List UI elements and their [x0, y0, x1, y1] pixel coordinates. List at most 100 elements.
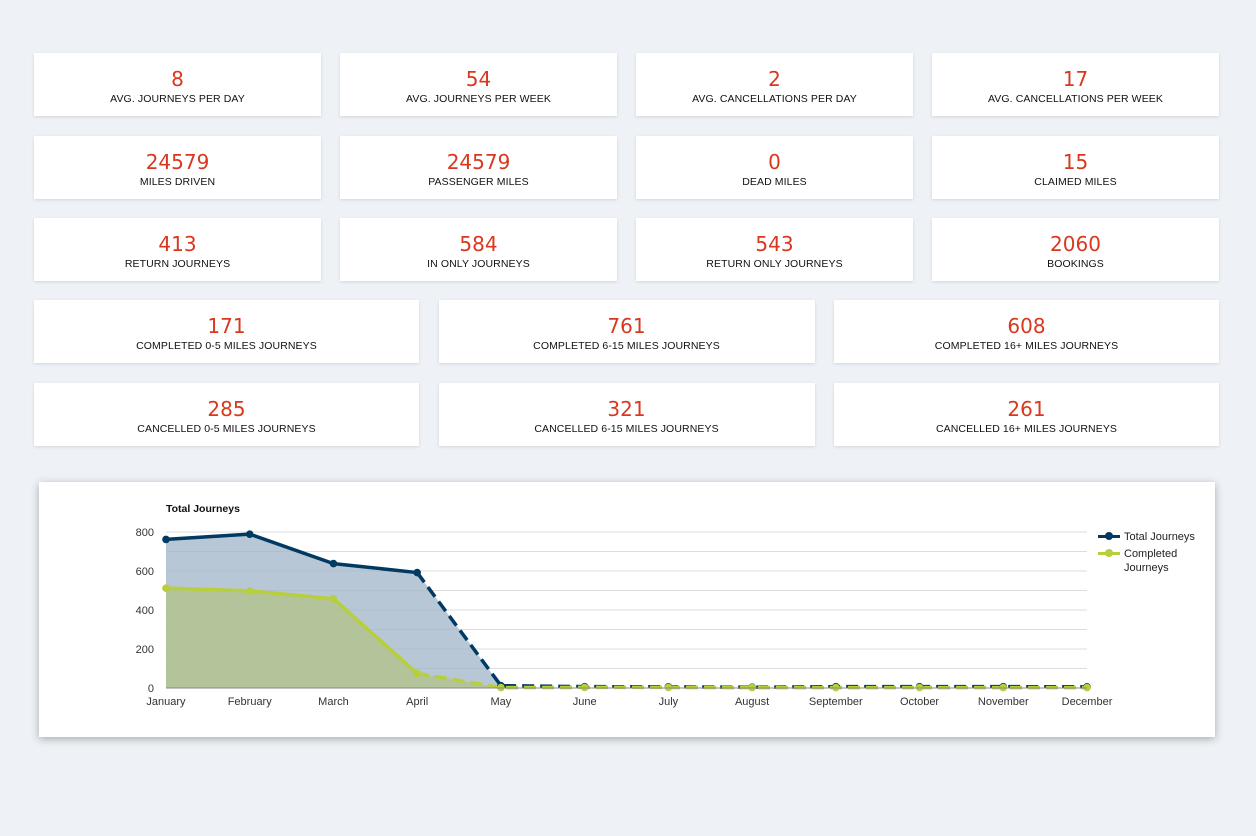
- stat-label: AVG. CANCELLATIONS PER DAY: [692, 92, 857, 105]
- data-point: [329, 594, 338, 603]
- stat-value: 171: [207, 313, 246, 338]
- x-tick-label: July: [659, 696, 679, 708]
- x-tick-label: January: [146, 696, 186, 708]
- stat-value: 321: [607, 396, 646, 421]
- stat-value: 0: [768, 149, 781, 174]
- x-tick-label: June: [573, 696, 597, 708]
- stat-value: 543: [755, 231, 794, 256]
- x-tick-label: April: [406, 696, 428, 708]
- series-line-solid: [165, 532, 418, 575]
- data-point: [413, 669, 421, 678]
- journeys-chart: Total Journeys 0 200 400 600 800 January Febru…: [136, 503, 1113, 708]
- stat-label: AVG. JOURNEYS PER DAY: [110, 92, 245, 105]
- data-point: [162, 535, 170, 544]
- stat-card-return-journeys: 413 RETURN JOURNEYS: [34, 218, 321, 281]
- x-tick-label: November: [978, 696, 1029, 708]
- stat-value: 17: [1062, 66, 1089, 91]
- x-tick-label: August: [735, 696, 769, 708]
- x-tick-label: December: [1062, 696, 1113, 708]
- chart-areas: [166, 534, 501, 688]
- series-area: [166, 588, 501, 688]
- stat-card-claimed-miles: 15 CLAIMED MILES: [932, 136, 1219, 199]
- stat-value: 2060: [1050, 231, 1101, 256]
- stat-label: IN ONLY JOURNEYS: [427, 257, 530, 270]
- stat-value: 24579: [145, 149, 210, 174]
- stat-card-cancelled-16-plus: 261 CANCELLED 16+ MILES JOURNEYS: [834, 383, 1219, 446]
- data-point: [245, 530, 254, 538]
- stat-value: 584: [459, 231, 498, 256]
- x-tick-label: February: [228, 696, 273, 708]
- y-tick-label: 400: [136, 605, 154, 617]
- stat-label: CANCELLED 16+ MILES JOURNEYS: [935, 422, 1118, 435]
- stat-label: RETURN ONLY JOURNEYS: [706, 257, 843, 270]
- stat-value: 761: [607, 313, 646, 338]
- stat-label: AVG. JOURNEYS PER WEEK: [406, 92, 551, 105]
- stats-row-journeys: 413 RETURN JOURNEYS 584 IN ONLY JOURNEYS…: [34, 218, 1219, 281]
- stat-label: DEAD MILES: [742, 175, 807, 188]
- data-point: [580, 683, 589, 692]
- stat-label: CANCELLED 0-5 MILES JOURNEYS: [137, 422, 316, 435]
- stat-label: AVG. CANCELLATIONS PER WEEK: [987, 92, 1164, 105]
- stats-row-miles: 24579 MILES DRIVEN 24579 PASSENGER MILES…: [34, 136, 1219, 199]
- legend-swatch-total: [1098, 530, 1120, 542]
- chart-legend: Total Journeys Completed Journeys: [1098, 530, 1199, 578]
- stat-card-avg-journeys-week: 54 AVG. JOURNEYS PER WEEK: [340, 53, 617, 116]
- stat-value: 15: [1062, 149, 1089, 174]
- stat-label: COMPLETED 0-5 MILES JOURNEYS: [136, 339, 317, 352]
- stat-label: PASSENGER MILES: [428, 175, 529, 188]
- stats-row-completed: 171 COMPLETED 0-5 MILES JOURNEYS 761 COM…: [34, 300, 1219, 363]
- stat-label: BOOKINGS: [1047, 257, 1104, 270]
- y-tick-label: 0: [148, 683, 154, 695]
- stat-value: 413: [158, 231, 197, 256]
- x-tick-label: March: [318, 696, 349, 708]
- stat-card-avg-cancellations-day: 2 AVG. CANCELLATIONS PER DAY: [636, 53, 913, 116]
- data-point: [413, 568, 421, 577]
- stat-value: 261: [1007, 396, 1046, 421]
- stat-card-completed-16-plus: 608 COMPLETED 16+ MILES JOURNEYS: [834, 300, 1219, 363]
- stat-value: 285: [207, 396, 246, 421]
- legend-label: Completed Journeys: [1124, 548, 1178, 574]
- stat-card-cancelled-6-15: 321 CANCELLED 6-15 MILES JOURNEYS: [438, 383, 815, 446]
- stat-value: 608: [1007, 313, 1046, 338]
- data-point: [329, 559, 338, 568]
- stat-label: RETURN JOURNEYS: [124, 257, 231, 270]
- stat-label: MILES DRIVEN: [139, 175, 216, 188]
- journeys-chart-panel: Total Journeys 0 200 400 600 800 January Febru…: [39, 482, 1215, 737]
- data-point: [162, 584, 170, 592]
- stat-value: 54: [465, 66, 492, 91]
- chart-axes: 0 200 400 600 800 January February March April Ma…: [136, 527, 1113, 708]
- stat-card-in-only-journeys: 584 IN ONLY JOURNEYS: [340, 218, 617, 281]
- stat-label: COMPLETED 16+ MILES JOURNEYS: [934, 339, 1119, 352]
- stat-card-avg-cancellations-week: 17 AVG. CANCELLATIONS PER WEEK: [932, 53, 1219, 116]
- x-tick-label: September: [809, 696, 863, 708]
- stat-value: 2: [768, 66, 781, 91]
- legend-label: Total Journeys: [1124, 531, 1195, 543]
- stat-card-return-only-journeys: 543 RETURN ONLY JOURNEYS: [636, 218, 913, 281]
- stat-card-completed-6-15: 761 COMPLETED 6-15 MILES JOURNEYS: [438, 300, 815, 363]
- stat-value: 8: [171, 66, 184, 91]
- y-tick-label: 800: [136, 527, 154, 539]
- stat-value: 24579: [446, 149, 511, 174]
- data-point: [664, 683, 673, 692]
- y-tick-label: 200: [136, 644, 154, 656]
- legend-item-completed-journeys[interactable]: Completed Journeys: [1098, 547, 1199, 575]
- y-tick-label: 600: [136, 566, 154, 578]
- data-point: [245, 587, 254, 595]
- stat-label: CANCELLED 6-15 MILES JOURNEYS: [534, 422, 719, 435]
- chart-title: Total Journeys: [166, 503, 240, 515]
- stats-row-averages: 8 AVG. JOURNEYS PER DAY 54 AVG. JOURNEYS…: [34, 53, 1219, 116]
- series-line-solid: [165, 586, 419, 675]
- stat-card-avg-journeys-day: 8 AVG. JOURNEYS PER DAY: [34, 53, 321, 116]
- stat-card-miles-driven: 24579 MILES DRIVEN: [34, 136, 321, 199]
- stat-card-passenger-miles: 24579 PASSENGER MILES: [340, 136, 617, 199]
- legend-swatch-completed: [1098, 547, 1120, 559]
- stat-card-cancelled-0-5: 285 CANCELLED 0-5 MILES JOURNEYS: [34, 383, 419, 446]
- stats-row-cancelled: 285 CANCELLED 0-5 MILES JOURNEYS 321 CAN…: [34, 383, 1219, 446]
- stat-label: COMPLETED 6-15 MILES JOURNEYS: [533, 339, 720, 352]
- x-tick-label: October: [900, 696, 939, 708]
- stat-card-dead-miles: 0 DEAD MILES: [636, 136, 913, 199]
- stat-label: CLAIMED MILES: [1034, 175, 1117, 188]
- legend-item-total-journeys[interactable]: Total Journeys: [1098, 530, 1199, 544]
- stat-card-completed-0-5: 171 COMPLETED 0-5 MILES JOURNEYS: [34, 300, 419, 363]
- x-tick-label: May: [491, 696, 512, 708]
